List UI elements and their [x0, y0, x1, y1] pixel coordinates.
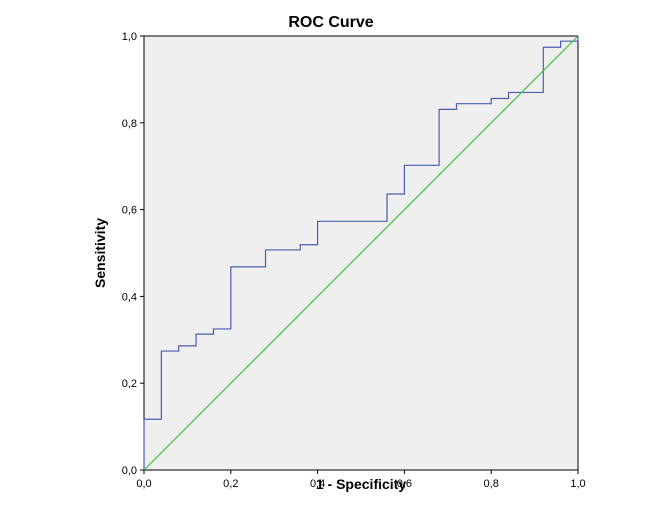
x-tick-label: 0,8 [484, 478, 499, 490]
y-tick-label: 0,4 [122, 291, 137, 303]
y-axis-label: Sensitivity [92, 218, 108, 288]
series-layer [143, 35, 579, 471]
reference-diagonal-line [143, 35, 579, 471]
y-tick-label: 1,0 [122, 31, 137, 43]
axis-layer: 0,0 0,2 0,4 0,6 0,8 1,0 0,0 0,2 0,4 0,6 0,8 1,0 [122, 31, 586, 490]
y-tick-label: 0,8 [122, 118, 137, 130]
x-tick-label: 0,2 [223, 478, 238, 490]
roc-curve-line [143, 36, 579, 470]
x-tick-label: 0,4 [310, 478, 325, 490]
y-tick-label: 0,2 [122, 378, 137, 390]
x-axis-label: 1 - Specificity [316, 476, 406, 492]
chart-title: ROC Curve [288, 14, 373, 31]
y-tick-label: 0,0 [122, 465, 137, 477]
x-tick-label: 0,0 [136, 478, 151, 490]
x-tick-label: 0,6 [397, 478, 412, 490]
x-tick-label: 1,0 [570, 478, 585, 490]
y-tick-label: 0,6 [122, 205, 137, 217]
